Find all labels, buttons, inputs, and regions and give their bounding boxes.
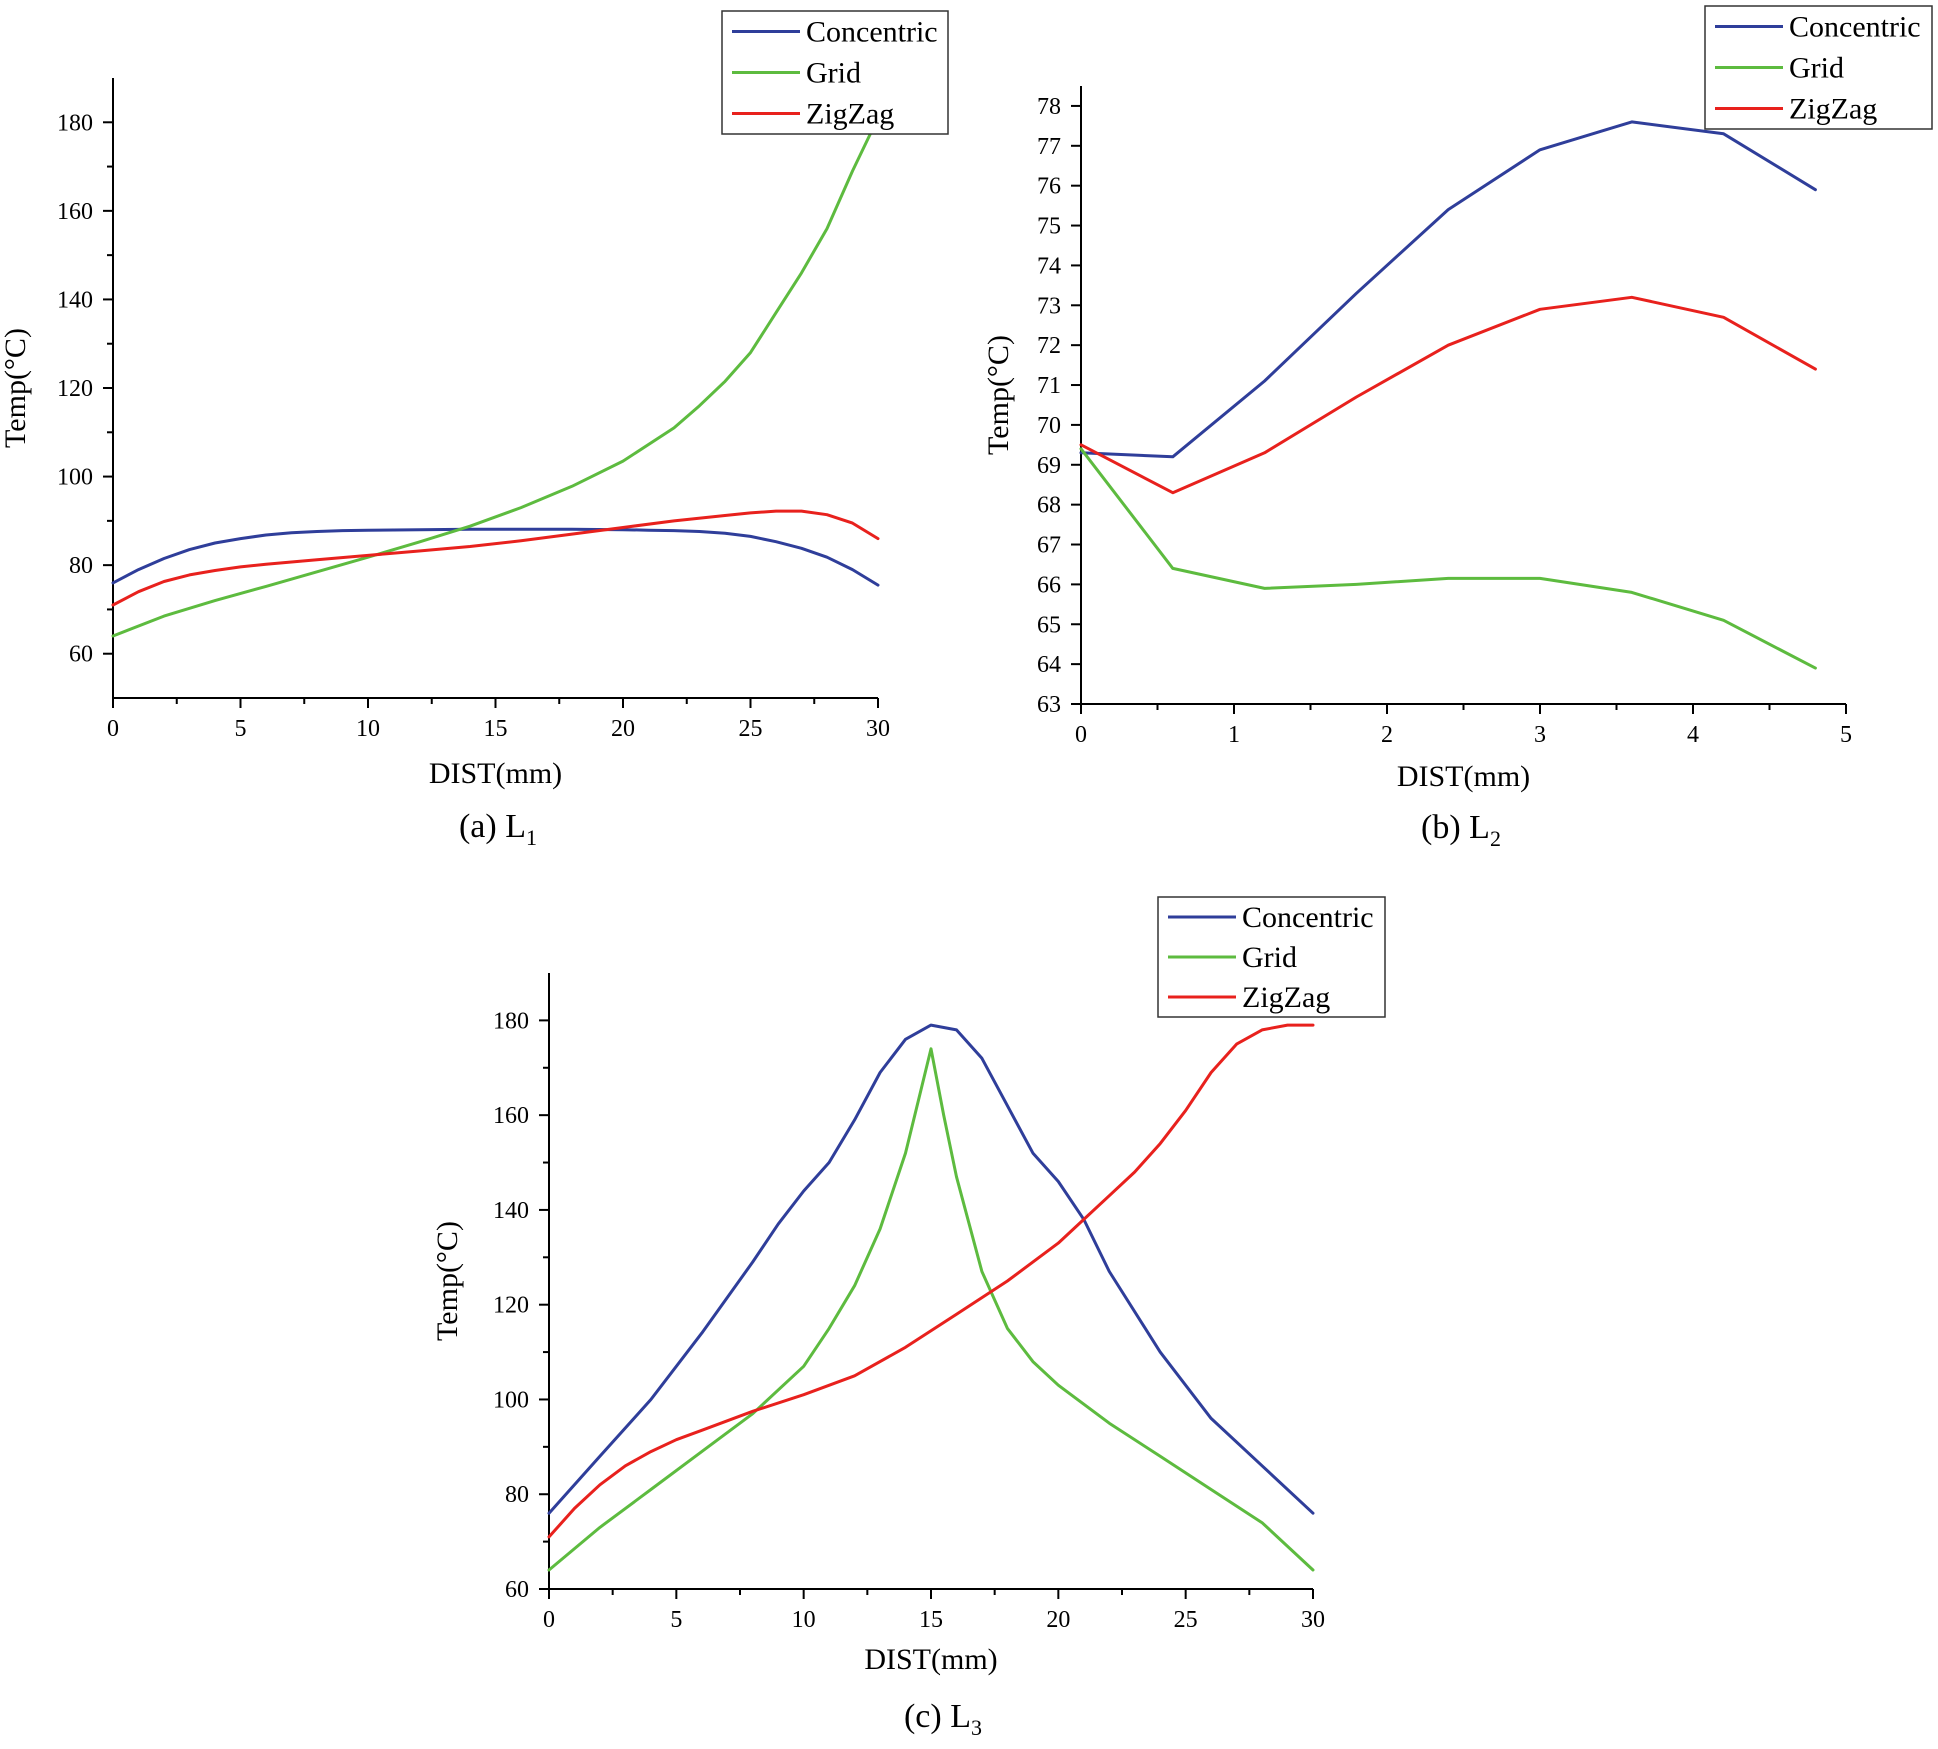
y-tick-label: 80 [505, 1482, 529, 1508]
series-line-grid [1079, 447, 1817, 670]
legend-label-concentric: Concentric [806, 16, 938, 49]
x-tick-label: 0 [1075, 722, 1087, 748]
series-line-concentric [111, 527, 880, 587]
y-tick-label: 120 [493, 1293, 529, 1319]
y-tick-label: 75 [1037, 214, 1061, 240]
y-tick-label: 68 [1037, 493, 1061, 519]
y-tick-label: 74 [1037, 253, 1061, 279]
legend-label-grid: Grid [1242, 941, 1297, 974]
x-tick-label: 25 [1174, 1607, 1198, 1633]
x-tick-label: 20 [611, 716, 635, 742]
legend-label-concentric: Concentric [1242, 901, 1374, 934]
x-tick-label: 5 [1840, 722, 1852, 748]
legend: Concentric Grid ZigZag [721, 10, 949, 135]
legend: Concentric Grid ZigZag [1704, 5, 1933, 130]
chart-caption: (b) L2 [1421, 809, 1501, 851]
legend-label-zigzag: ZigZag [806, 98, 894, 131]
y-tick-label: 65 [1037, 612, 1061, 638]
legend-label-zigzag: ZigZag [1789, 93, 1877, 126]
y-tick-label: 60 [69, 642, 93, 668]
x-tick-label: 15 [484, 716, 508, 742]
y-tick-label: 140 [57, 287, 93, 313]
y-tick-label: 69 [1037, 453, 1061, 479]
series-line-zigzag [547, 1023, 1315, 1539]
y-tick-label: 71 [1037, 373, 1061, 399]
series-line-zigzag [1079, 295, 1817, 495]
y-axis-title: Temp(°C) [0, 328, 32, 448]
chart-caption: (a) L1 [459, 808, 537, 850]
series-line-grid [111, 116, 880, 638]
legend-label-grid: Grid [806, 57, 861, 90]
series-line-grid [547, 1047, 1315, 1572]
x-axis-title: DIST(mm) [1397, 760, 1530, 793]
legend-label-zigzag: ZigZag [1242, 981, 1330, 1014]
y-tick-label: 64 [1037, 652, 1061, 678]
x-tick-label: 0 [543, 1607, 555, 1633]
y-tick-label: 100 [493, 1387, 529, 1413]
x-tick-label: 5 [670, 1607, 682, 1633]
y-tick-label: 160 [57, 199, 93, 225]
legend: Concentric Grid ZigZag [1157, 896, 1386, 1018]
y-tick-label: 76 [1037, 174, 1061, 200]
y-tick-label: 63 [1037, 692, 1061, 718]
x-tick-label: 10 [356, 716, 380, 742]
y-axis-title: Temp(°C) [431, 1221, 464, 1341]
x-tick-label: 25 [739, 716, 763, 742]
series-line-zigzag [111, 509, 880, 607]
y-tick-label: 180 [57, 110, 93, 136]
x-tick-label: 5 [235, 716, 247, 742]
y-tick-label: 67 [1037, 533, 1061, 559]
x-tick-label: 3 [1534, 722, 1546, 748]
x-tick-label: 30 [866, 716, 890, 742]
y-tick-label: 77 [1037, 134, 1061, 160]
y-tick-label: 160 [493, 1103, 529, 1129]
y-tick-label: 60 [505, 1577, 529, 1603]
x-tick-label: 20 [1046, 1607, 1070, 1633]
x-tick-label: 10 [792, 1607, 816, 1633]
x-tick-label: 30 [1301, 1607, 1325, 1633]
y-tick-label: 120 [57, 376, 93, 402]
y-tick-label: 140 [493, 1198, 529, 1224]
x-tick-label: 4 [1687, 722, 1699, 748]
legend-label-grid: Grid [1789, 52, 1844, 85]
x-axis-title: DIST(mm) [864, 1643, 997, 1676]
y-tick-label: 70 [1037, 413, 1061, 439]
series-line-concentric [547, 1023, 1315, 1515]
x-tick-label: 15 [919, 1607, 943, 1633]
chart-a: 0 5 10 15 20 25 30 60 80 100 120 140 160 180 DIST(mm) T… [0, 10, 949, 850]
chart-c: 0 5 10 15 20 25 30 60 80 100 120 140 160 180 DIST(mm) T… [431, 896, 1386, 1740]
x-tick-label: 2 [1381, 722, 1393, 748]
y-tick-label: 180 [493, 1008, 529, 1034]
y-axis-title: Temp(°C) [982, 335, 1015, 455]
chart-caption: (c) L3 [904, 1698, 982, 1740]
y-tick-label: 73 [1037, 293, 1061, 319]
x-axis-title: DIST(mm) [429, 757, 562, 790]
y-tick-label: 78 [1037, 94, 1061, 120]
x-tick-label: 1 [1228, 722, 1240, 748]
x-tick-label: 0 [107, 716, 119, 742]
y-tick-label: 72 [1037, 333, 1061, 359]
legend-label-concentric: Concentric [1789, 11, 1921, 44]
series-line-concentric [1079, 120, 1817, 459]
y-tick-label: 80 [69, 553, 93, 579]
y-tick-label: 66 [1037, 572, 1061, 598]
y-tick-label: 100 [57, 465, 93, 491]
chart-b: 0 1 2 3 4 5 63 64 65 66 67 68 69 70 71 72 73 74 75 76 77 78 DI… [982, 5, 1933, 851]
